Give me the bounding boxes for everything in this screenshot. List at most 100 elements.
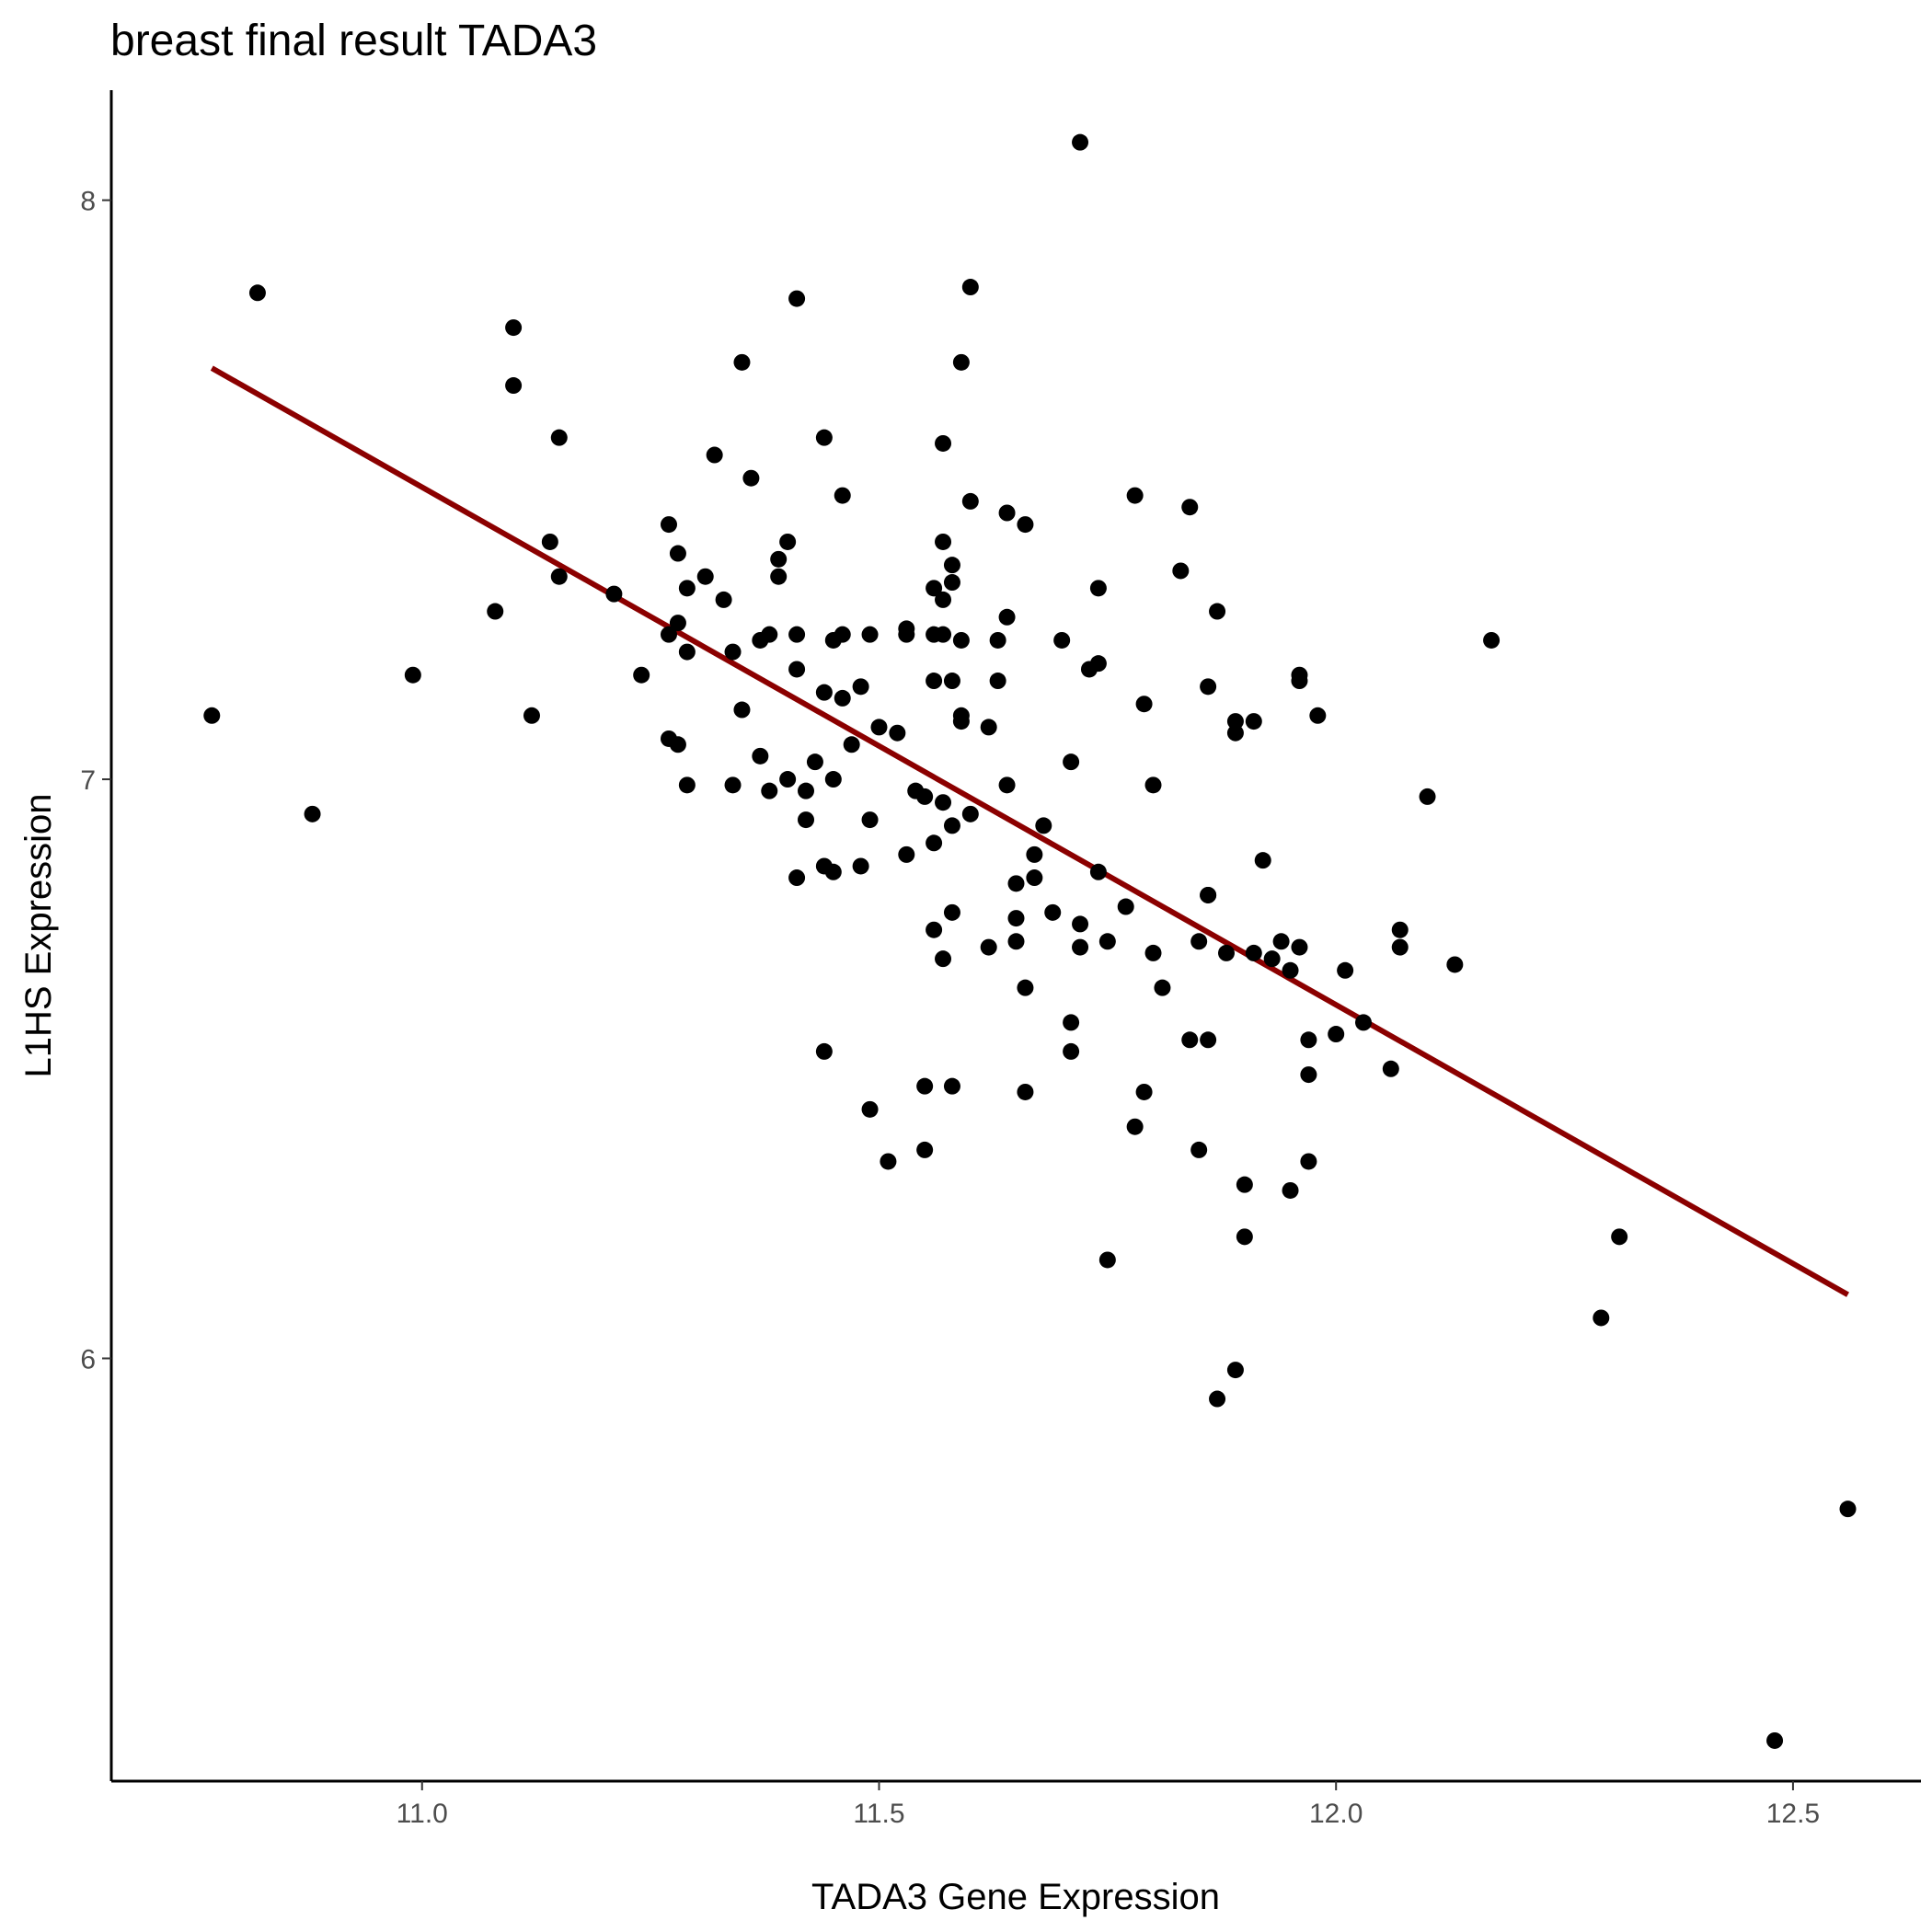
data-point (1209, 603, 1226, 620)
data-point (926, 921, 943, 938)
data-point (1089, 580, 1107, 597)
data-point (1419, 788, 1436, 805)
data-point (961, 805, 979, 822)
data-point (1226, 713, 1244, 730)
data-point (1209, 1390, 1226, 1408)
data-point (916, 1141, 934, 1158)
data-point (550, 429, 568, 446)
data-point (669, 545, 686, 562)
data-point (1245, 713, 1262, 730)
data-point (980, 719, 997, 736)
data-point (935, 794, 952, 811)
data-point (770, 550, 788, 568)
data-point (843, 736, 860, 753)
data-point (761, 626, 778, 643)
data-point (505, 319, 523, 337)
x-tick-label: 12.5 (1766, 1799, 1820, 1829)
data-point (1217, 944, 1235, 961)
data-point (1154, 979, 1171, 996)
x-axis-title: TADA3 Gene Expression (811, 1877, 1220, 1917)
data-point (678, 643, 696, 661)
data-point (1272, 933, 1290, 950)
data-point (952, 707, 970, 724)
data-point (961, 279, 979, 296)
data-point (541, 533, 558, 550)
data-point (733, 701, 751, 719)
data-point (935, 950, 952, 968)
data-point (487, 603, 504, 620)
data-point (824, 863, 842, 880)
data-point (1839, 1501, 1857, 1518)
data-point (1026, 845, 1043, 863)
data-point (834, 487, 851, 504)
data-point (696, 568, 714, 585)
data-point (1190, 933, 1208, 950)
data-point (1226, 1362, 1244, 1379)
y-tick-label: 8 (80, 187, 96, 217)
data-point (1611, 1228, 1628, 1246)
data-point (1117, 898, 1134, 915)
data-point (798, 811, 815, 829)
data-point (669, 615, 686, 632)
data-point (1098, 1251, 1116, 1269)
data-point (943, 903, 960, 921)
data-point (815, 1042, 833, 1060)
data-point (1337, 961, 1354, 979)
data-point (926, 673, 943, 690)
data-point (1135, 1083, 1153, 1100)
data-point (943, 673, 960, 690)
data-point (761, 782, 778, 799)
data-point (834, 626, 851, 643)
data-point (952, 631, 970, 649)
data-point (943, 1077, 960, 1095)
y-tick-label: 7 (80, 765, 96, 796)
data-point (935, 434, 952, 452)
data-point (742, 469, 760, 487)
data-point (724, 776, 742, 794)
ticks: 11.0 11.5 12.0 12.5 6 7 8 (80, 187, 1820, 1829)
data-point (505, 377, 523, 395)
data-point (1126, 1118, 1144, 1135)
data-point (916, 1077, 934, 1095)
data-point (404, 666, 421, 684)
data-point (788, 869, 806, 887)
data-point (989, 631, 1006, 649)
data-point (1053, 631, 1071, 649)
data-point (998, 776, 1016, 794)
data-point (1072, 133, 1089, 151)
data-point (1291, 673, 1308, 690)
data-point (1007, 875, 1025, 892)
data-point (961, 492, 979, 510)
data-point (1391, 938, 1409, 956)
data-point (1446, 956, 1464, 973)
data-point (1072, 938, 1089, 956)
data-point (1098, 933, 1116, 950)
data-point (935, 626, 952, 643)
data-point (770, 568, 788, 585)
data-point (1291, 938, 1308, 956)
data-point (1026, 869, 1043, 887)
x-tick-label: 12.0 (1309, 1799, 1363, 1829)
data-point (752, 747, 769, 765)
data-point (852, 857, 869, 875)
data-point (1300, 1153, 1317, 1170)
data-point (1089, 863, 1107, 880)
data-point (1144, 944, 1162, 961)
data-point (788, 626, 806, 643)
data-point (1063, 753, 1080, 771)
data-point (1144, 776, 1162, 794)
data-point (1263, 950, 1281, 968)
data-point (715, 591, 732, 608)
data-point (1044, 903, 1062, 921)
data-point (1200, 886, 1217, 903)
axes (109, 90, 1921, 1783)
data-point (980, 938, 997, 956)
data-point (815, 429, 833, 446)
data-point (861, 1100, 879, 1118)
data-point (852, 678, 869, 696)
data-point (898, 845, 915, 863)
data-point (943, 574, 960, 592)
data-point (889, 724, 906, 742)
